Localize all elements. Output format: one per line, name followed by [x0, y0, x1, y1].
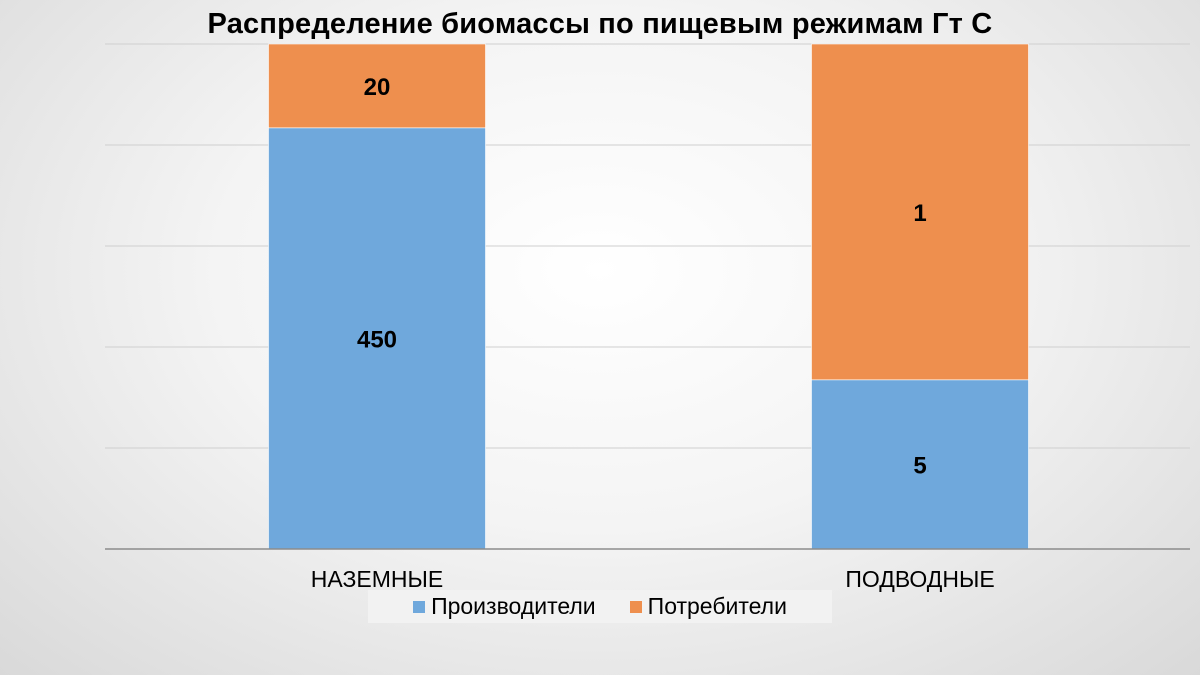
- legend-label-producers: Производители: [431, 593, 596, 619]
- category-label-0: НАЗЕМНЫЕ: [311, 566, 443, 592]
- bar-consumers-1: [811, 43, 1029, 381]
- bar-producers-0: [268, 127, 486, 550]
- legend-label-consumers: Потребители: [647, 593, 787, 619]
- data-label-consumers-1: 1: [913, 200, 926, 227]
- bar-producers-1: [811, 379, 1029, 550]
- bar-consumers-0: [268, 43, 486, 129]
- legend: Производители Потребители: [368, 590, 832, 623]
- bars: [268, 43, 1029, 550]
- chart-title: Распределение биомассы по пищевым режима…: [207, 8, 993, 40]
- category-labels: НАЗЕМНЫЕ ПОДВОДНЫЕ: [311, 566, 995, 592]
- legend-swatch-producers: [413, 600, 426, 613]
- data-label-producers-1: 5: [913, 452, 926, 479]
- legend-item-producers: Производители: [413, 593, 596, 620]
- data-label-producers-0: 450: [357, 326, 397, 353]
- legend-item-consumers: Потребители: [629, 593, 787, 620]
- category-label-1: ПОДВОДНЫЕ: [845, 566, 994, 592]
- data-labels: 450 20 5 1: [357, 74, 927, 479]
- legend-swatch-consumers: [629, 600, 642, 613]
- data-label-consumers-0: 20: [364, 74, 391, 101]
